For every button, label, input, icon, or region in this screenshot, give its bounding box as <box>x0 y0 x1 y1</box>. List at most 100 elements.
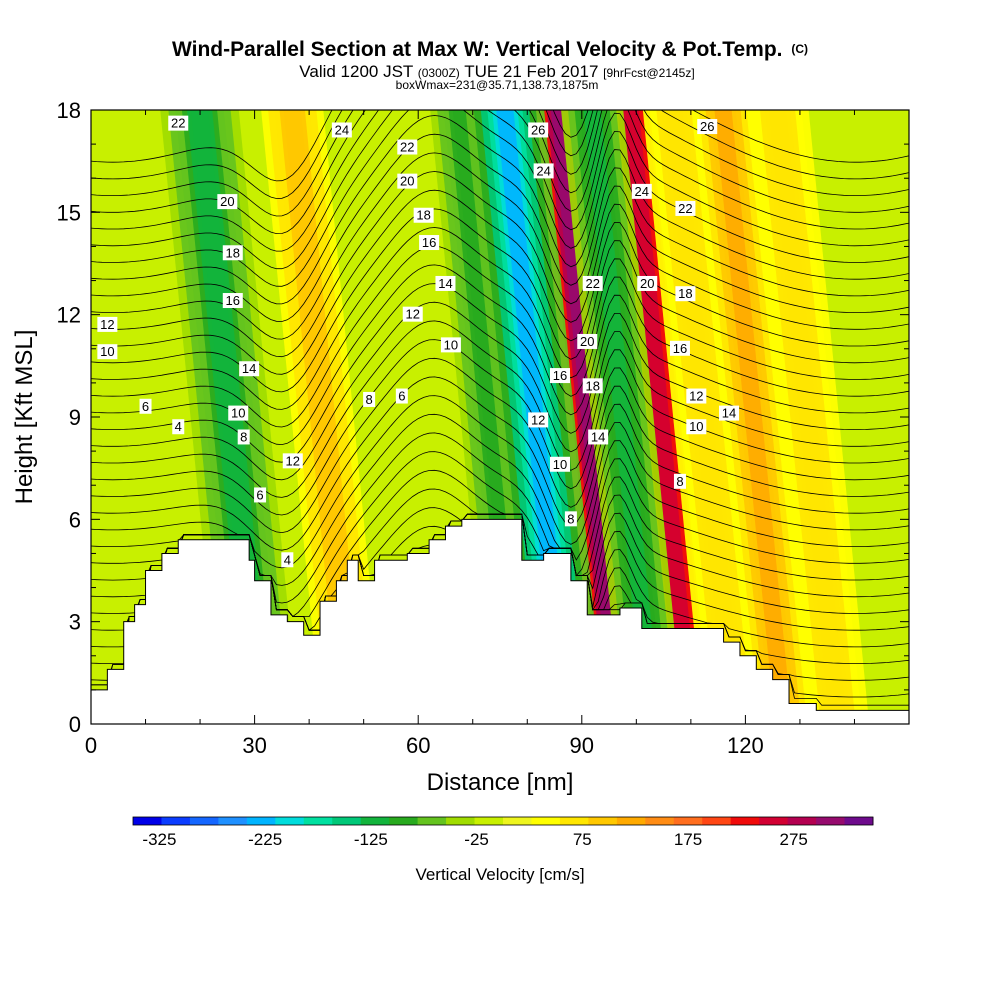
colorbar-tick-label: -25 <box>464 830 489 849</box>
svg-text:14: 14 <box>591 429 605 444</box>
svg-text:14: 14 <box>438 276 452 291</box>
contour-label: 8 <box>363 391 376 407</box>
colorbar-swatch <box>446 817 476 825</box>
svg-text:6: 6 <box>256 487 263 502</box>
colorbar-swatch <box>189 817 219 825</box>
svg-text:8: 8 <box>366 392 373 407</box>
svg-text:4: 4 <box>284 552 291 567</box>
svg-text:22: 22 <box>171 116 185 131</box>
isentrope <box>91 110 909 199</box>
contour-label: 12 <box>686 388 707 404</box>
contour-label: 16 <box>419 235 440 251</box>
x-tick-label: 120 <box>727 733 764 758</box>
isentrope <box>91 264 909 446</box>
svg-text:10: 10 <box>553 457 567 472</box>
contour-label: 20 <box>397 173 418 189</box>
svg-text:14: 14 <box>242 361 256 376</box>
svg-text:18: 18 <box>226 245 240 260</box>
contour-label: 22 <box>582 275 603 291</box>
colorbar-swatch <box>730 817 760 825</box>
contour-label: 18 <box>413 207 434 223</box>
colorbar-swatch <box>503 817 532 825</box>
contour-label: 8 <box>237 429 250 445</box>
isentrope <box>91 357 909 534</box>
x-axis-label: Distance [nm] <box>427 769 574 796</box>
svg-text:12: 12 <box>100 317 114 332</box>
contour-label: 12 <box>528 412 549 428</box>
y-tick-label: 15 <box>57 200 81 225</box>
isentrope <box>91 376 909 551</box>
axis-ticks: 0 30 60 90 120 0 3 6 9 12 15 18 <box>57 98 909 758</box>
svg-text:18: 18 <box>678 286 692 301</box>
x-tick-label: 0 <box>85 733 97 758</box>
subtitle-fcst: [9hrFcst@2145z] <box>603 66 695 80</box>
isentrope <box>91 320 909 498</box>
y-tick-label: 18 <box>57 98 81 123</box>
y-tick-label: 0 <box>69 712 81 737</box>
y-axis-label: Height [Kft MSL] <box>11 330 38 505</box>
contour-label: 22 <box>675 200 696 216</box>
chart-title: Wind-Parallel Section at Max W: Vertical… <box>172 38 808 61</box>
colorbar-swatch <box>360 817 390 825</box>
colorbar-swatch <box>531 817 561 825</box>
svg-text:26: 26 <box>531 122 545 137</box>
svg-text:24: 24 <box>635 184 649 199</box>
colorbar-swatch <box>787 817 817 825</box>
y-tick-label: 3 <box>69 610 81 635</box>
contour-label: 6 <box>254 487 267 503</box>
svg-text:20: 20 <box>580 334 594 349</box>
svg-text:14: 14 <box>722 406 736 421</box>
svg-text:18: 18 <box>416 208 430 223</box>
colorbar-swatch <box>389 817 419 825</box>
isentrope <box>91 110 909 270</box>
chart-subtitle-2: boxWmax=231@35.71,138.73,1875m <box>396 78 599 92</box>
contour-label: 22 <box>397 139 418 155</box>
svg-text:12: 12 <box>689 389 703 404</box>
colorbar-swatch <box>702 817 732 825</box>
contour-label: 26 <box>528 122 549 138</box>
svg-text:18: 18 <box>585 378 599 393</box>
contour-label: 26 <box>697 119 718 135</box>
isentrope <box>91 110 909 182</box>
colorbar-swatch <box>759 817 789 825</box>
contour-label: 12 <box>402 306 423 322</box>
svg-text:20: 20 <box>220 194 234 209</box>
contour-label: 16 <box>549 368 570 384</box>
isentrope <box>91 189 909 375</box>
contour-label: 14 <box>588 429 609 445</box>
potential-temperature-contours <box>91 110 909 706</box>
isentrope <box>91 245 909 428</box>
colorbar-swatch <box>133 817 162 825</box>
contour-label: 20 <box>577 333 598 349</box>
colorbar-tick-label: 275 <box>780 830 808 849</box>
contour-label: 10 <box>686 419 707 435</box>
isentrope <box>91 133 909 322</box>
contour-label: 8 <box>564 511 577 527</box>
subtitle-valid: Valid 1200 JST <box>299 62 413 81</box>
isentrope <box>91 413 909 586</box>
isentrope <box>91 171 909 358</box>
colorbar-swatch <box>588 817 618 825</box>
svg-text:8: 8 <box>567 511 574 526</box>
isentrope <box>91 283 909 463</box>
colorbar-swatch <box>417 817 447 825</box>
colorbar-tick-label: 175 <box>674 830 702 849</box>
title-mark: (C) <box>791 42 808 56</box>
svg-text:4: 4 <box>175 419 182 434</box>
svg-text:8: 8 <box>240 429 247 444</box>
svg-text:10: 10 <box>689 419 703 434</box>
svg-text:16: 16 <box>673 341 687 356</box>
colorbar-swatch <box>161 817 191 825</box>
colorbar-swatch <box>673 817 703 825</box>
contour-label: 4 <box>172 419 185 435</box>
contour-label: 24 <box>331 122 352 138</box>
contour-label: 12 <box>282 453 303 469</box>
isentrope <box>91 110 909 252</box>
svg-text:20: 20 <box>640 276 654 291</box>
svg-text:16: 16 <box>226 293 240 308</box>
colorbar-swatch <box>246 817 276 825</box>
svg-text:22: 22 <box>678 201 692 216</box>
colorbar-swatch <box>816 817 846 825</box>
y-tick-label: 9 <box>69 405 81 430</box>
